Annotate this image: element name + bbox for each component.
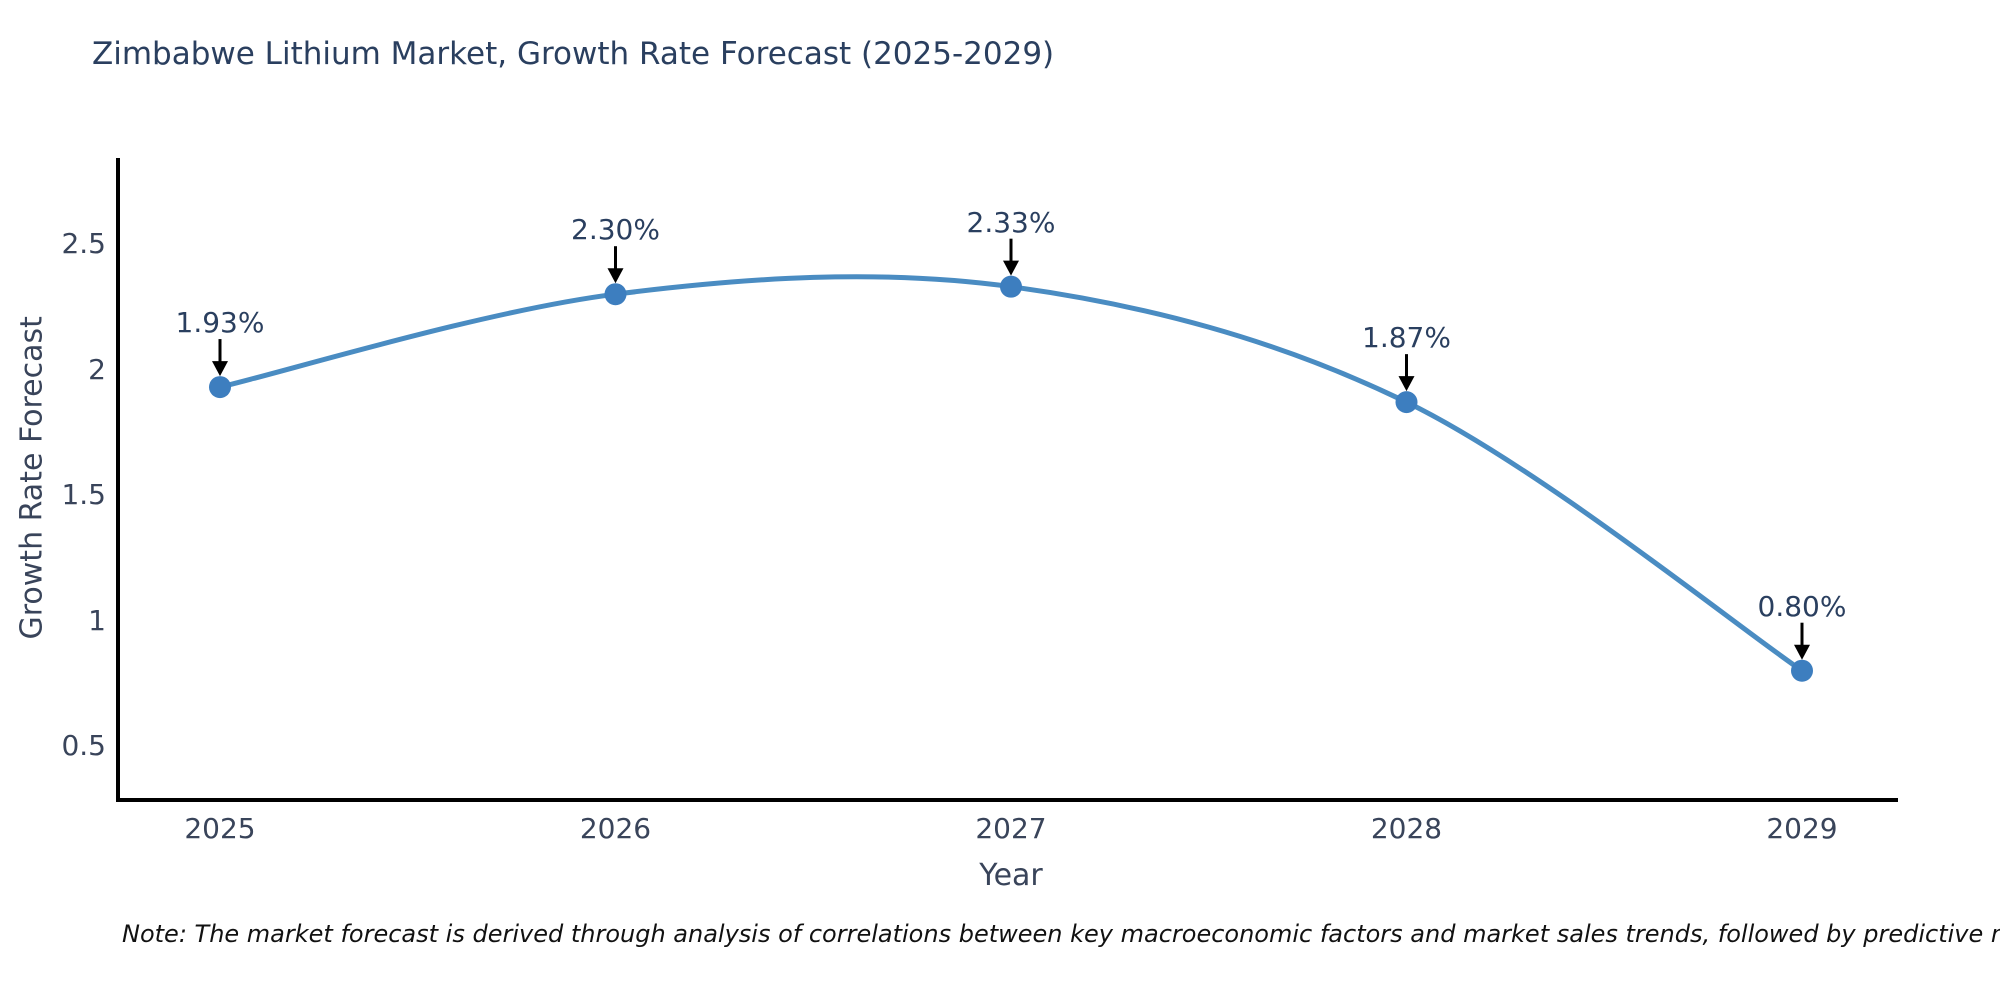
x-tick-label: 2028	[1370, 812, 1443, 845]
x-tick-label: 2025	[184, 812, 256, 845]
y-tick-label: 2	[88, 352, 106, 386]
data-point-marker	[1000, 275, 1022, 298]
series-line	[219, 274, 1804, 673]
x-tick-label: 2027	[975, 812, 1047, 845]
footnote: Note: The market forecast is derived thr…	[122, 920, 2000, 948]
y-tick-label: 2.5	[61, 227, 106, 260]
y-tick-label: 0.5	[61, 729, 106, 762]
annotation-arrow-head	[1794, 644, 1810, 660]
data-point-marker	[1395, 391, 1418, 414]
y-tick-label: 1	[88, 603, 106, 637]
annotation-arrow-head	[607, 268, 624, 284]
annotation-arrow-head	[1398, 376, 1415, 392]
data-point-marker	[209, 376, 231, 399]
annotation-arrows	[212, 238, 1810, 660]
data-point-label: 2.33%	[966, 205, 1056, 239]
data-point-label: 1.87%	[1362, 321, 1451, 355]
line-series	[209, 274, 1813, 682]
chart-title: Zimbabwe Lithium Market, Growth Rate For…	[92, 36, 1055, 72]
y-tick-label: 1.5	[61, 478, 106, 511]
annotation-arrow-head	[212, 361, 228, 377]
annotation-arrow-head	[1003, 260, 1019, 276]
data-point-marker	[604, 283, 627, 306]
data-point-marker	[1791, 659, 1813, 682]
x-tick-label: 2029	[1766, 812, 1838, 845]
data-point-label: 2.30%	[571, 213, 660, 247]
data-point-label: 1.93%	[175, 306, 265, 340]
x-axis-title: Year	[979, 858, 1043, 893]
x-tick-label: 2026	[579, 812, 652, 845]
data-point-label: 0.80%	[1757, 589, 1847, 623]
